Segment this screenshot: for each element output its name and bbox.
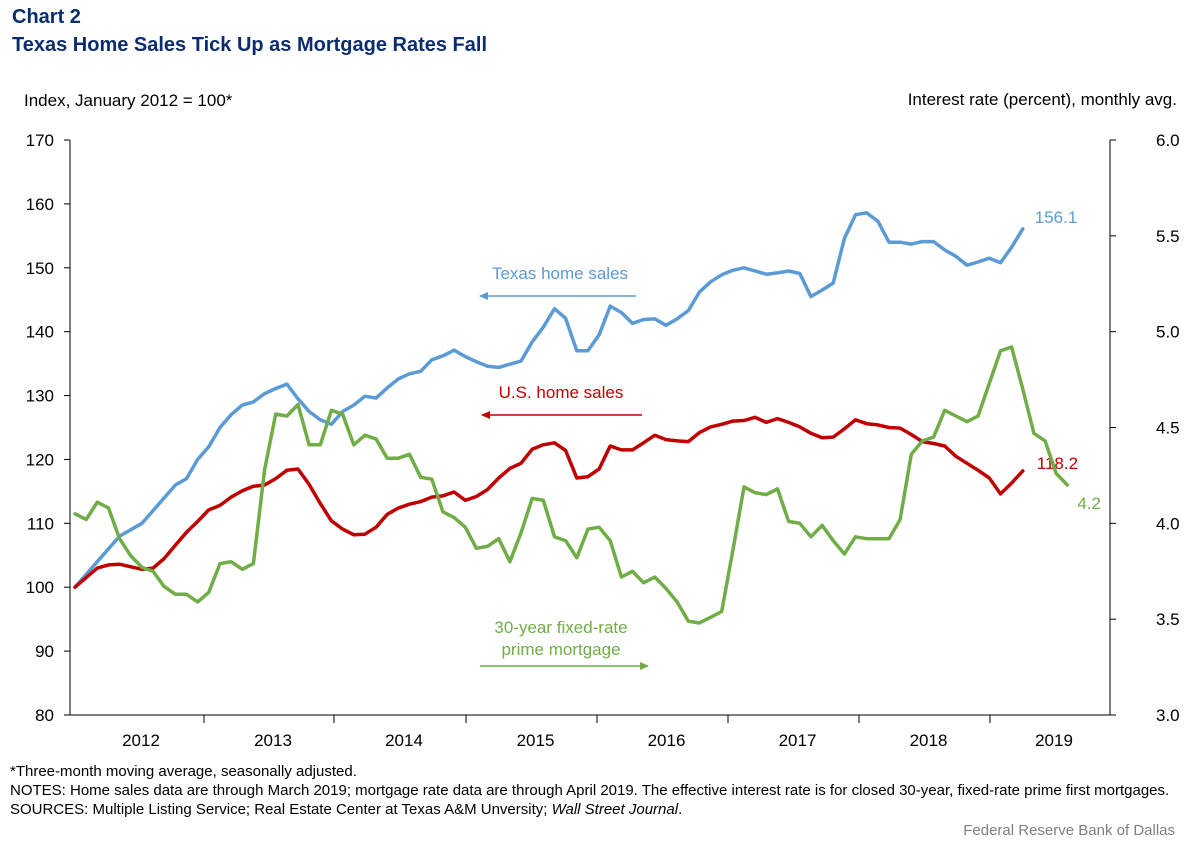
left-tick-label: 90 [35,642,54,661]
mortgage-rate-line [73,345,1070,625]
x-tick-label: 2014 [385,731,423,750]
sources-end: . [678,801,683,818]
left-tick-label: 130 [26,387,54,406]
x-tick-label: 2019 [1035,731,1073,750]
chart-label: Chart 2 [12,6,81,28]
left-tick-label: 160 [26,195,54,214]
us-home-sales-line [73,415,1025,589]
x-tick-label: 2018 [910,731,948,750]
line-chart: 80 90 100 110 120 130 140 150 160 170 3.0 3.5 4.0 4.5… [26,131,1180,750]
footnote-notes: NOTES: Home sales data are through March… [10,782,1170,799]
left-tick-label: 100 [26,578,54,597]
texas-home-sales-line [73,211,1025,589]
texas-annotation: Texas home sales [492,264,628,283]
footnote-sources: SOURCES: Multiple Listing Service; Real … [10,800,1180,819]
left-tick-label: 150 [26,259,54,278]
mortgage-annotation-line2: prime mortgage [501,640,620,659]
left-tick-label: 170 [26,131,54,150]
x-tick-label: 2015 [517,731,555,750]
left-tick-label: 110 [27,514,54,533]
mortgage-end-label: 4.2 [1077,494,1101,513]
us-annotation: U.S. home sales [499,383,624,402]
mortgage-annotation: 30-year fixed-rate [494,618,627,637]
right-tick-label: 4.0 [1156,514,1180,533]
right-axis-unit: Interest rate (percent), monthly avg. [907,90,1177,109]
texas-end-label: 156.1 [1035,208,1078,227]
footnotes: *Three-month moving average, seasonally … [10,762,1180,819]
x-tick-label: 2013 [254,731,292,750]
right-tick-label: 6.0 [1156,131,1180,150]
right-tick-label: 3.5 [1156,610,1180,629]
left-axis-unit: Index, January 2012 = 100* [24,91,233,110]
x-tick-label: 2016 [648,731,686,750]
left-tick-label: 80 [35,706,54,725]
sources-journal: Wall Street Journal [551,801,679,818]
x-tick-label: 2017 [779,731,817,750]
right-tick-label: 4.5 [1156,419,1180,438]
credit: Federal Reserve Bank of Dallas [963,822,1175,839]
right-tick-label: 3.0 [1156,706,1180,725]
right-tick-label: 5.5 [1156,227,1180,246]
us-end-label: 118.2 [1037,454,1078,473]
x-tick-label: 2012 [122,731,160,750]
left-tick-label: 140 [26,323,54,342]
footnote-index: *Three-month moving average, seasonally … [10,763,357,780]
right-tick-label: 5.0 [1156,323,1180,342]
left-tick-label: 120 [26,450,54,469]
sources-text: SOURCES: Multiple Listing Service; Real … [10,801,552,818]
chart-title: Texas Home Sales Tick Up as Mortgage Rat… [12,34,487,56]
